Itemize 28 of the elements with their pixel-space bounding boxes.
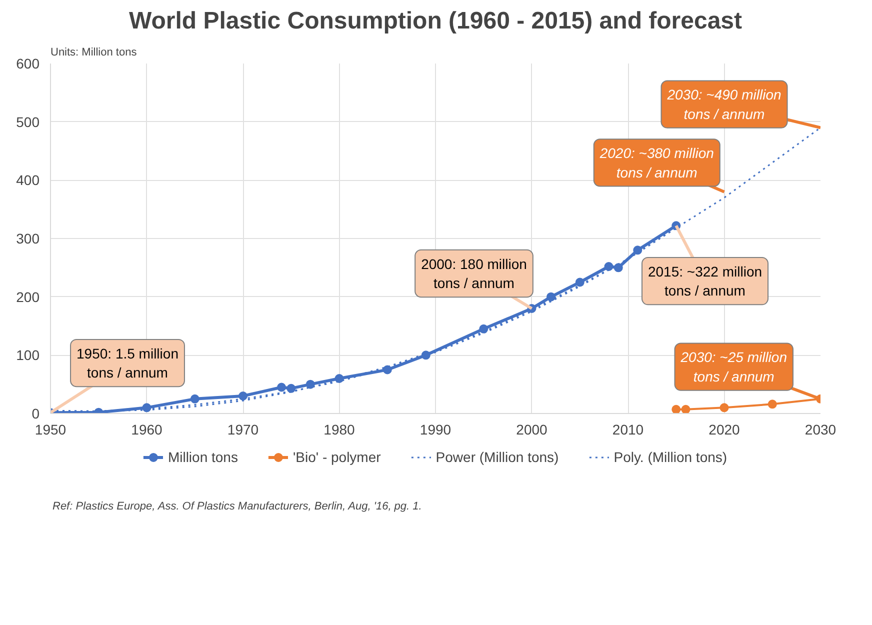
y-tick-label: 100	[16, 347, 40, 364]
x-tick-label: 2000	[516, 422, 548, 438]
text: Ref: Plastics Europe, Ass. Of Plastics Manufacturers, Berlin, Aug, '16, pg. 1.	[52, 500, 422, 512]
y-tick-label: 0	[32, 406, 40, 422]
x-tick-label: 1970	[227, 422, 259, 438]
legend-label: Power (Million tons)	[436, 449, 559, 465]
annotation: 2030: ~490 million tons / annum	[666, 86, 782, 122]
x-tick-label: 1950	[34, 422, 66, 438]
chart-title: World Plastic Consumption (1960 - 2015) and forecast	[128, 8, 742, 34]
chart-subtitle: Units: Million tons	[50, 46, 138, 58]
x-tick-label: 1980	[324, 422, 356, 438]
legend-label: 'Bio' - polymer	[292, 449, 381, 465]
y-tick-label: 400	[16, 172, 40, 188]
x-tick-label: 2010	[612, 422, 644, 438]
legend-label: Million tons	[168, 449, 238, 465]
y-tick-label: 500	[16, 114, 40, 130]
x-tick-label: 2020	[708, 422, 740, 438]
y-tick-label: 600	[16, 56, 40, 72]
x-tick-label: 2030	[804, 422, 836, 438]
legend-label: Poly. (Million tons)	[614, 449, 728, 465]
y-tick-label: 300	[16, 230, 40, 246]
x-tick-label: 1960	[131, 422, 163, 438]
annotation: 1950: 1.5 million tons / annum	[76, 345, 178, 381]
annotation: 2030: ~25 million tons / annum	[680, 349, 788, 384]
x-tick-label: 1990	[420, 422, 452, 438]
annotation: 2000: 180 million tons / annum	[421, 256, 527, 292]
annotation: 2015: ~322 million tons / annum	[648, 263, 762, 299]
y-tick-label: 200	[16, 288, 40, 305]
